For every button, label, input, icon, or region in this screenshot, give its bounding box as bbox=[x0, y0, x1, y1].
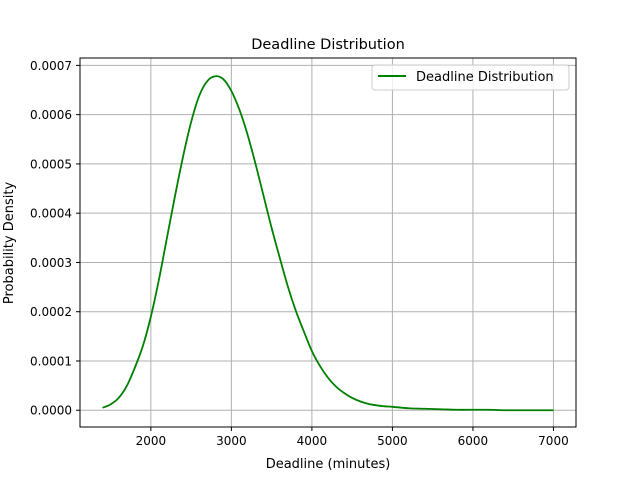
y-tick-label: 0.0002 bbox=[30, 305, 72, 319]
y-tick-label: 0.0003 bbox=[30, 256, 72, 270]
y-tick-label: 0.0005 bbox=[30, 157, 72, 171]
legend-box bbox=[371, 64, 570, 91]
x-tick-label: 2000 bbox=[136, 434, 167, 448]
x-axis-label: Deadline (minutes) bbox=[266, 457, 391, 472]
series-line bbox=[102, 75, 554, 412]
x-tick-label: 6000 bbox=[458, 434, 489, 448]
y-axis-ticks: 0.0000 0.0001 0.0002 0.0003 0.0004 0.0005 0.00… bbox=[30, 59, 80, 418]
y-axis-label: Probability Density bbox=[2, 182, 17, 305]
y-tick-label: 0.0001 bbox=[30, 354, 72, 368]
x-tick-label: 3000 bbox=[216, 434, 247, 448]
legend: Deadline Distribution bbox=[371, 64, 570, 91]
legend-label: Deadline Distribution bbox=[416, 70, 554, 85]
x-tick-label: 5000 bbox=[377, 434, 408, 448]
y-tick-label: 0.0004 bbox=[30, 207, 72, 221]
y-tick-label: 0.0006 bbox=[30, 108, 72, 122]
plot-area-frame bbox=[79, 57, 577, 428]
chart-title: Deadline Distribution bbox=[251, 37, 405, 53]
y-tick-label: 0.0000 bbox=[30, 404, 72, 418]
plot-lines bbox=[102, 75, 554, 412]
x-axis-ticks: 2000 3000 4000 5000 6000 7000 bbox=[136, 427, 569, 448]
grid-lines bbox=[80, 58, 576, 427]
x-tick-label: 7000 bbox=[538, 434, 569, 448]
y-tick-label: 0.0007 bbox=[30, 59, 72, 73]
x-tick-label: 4000 bbox=[297, 434, 328, 448]
